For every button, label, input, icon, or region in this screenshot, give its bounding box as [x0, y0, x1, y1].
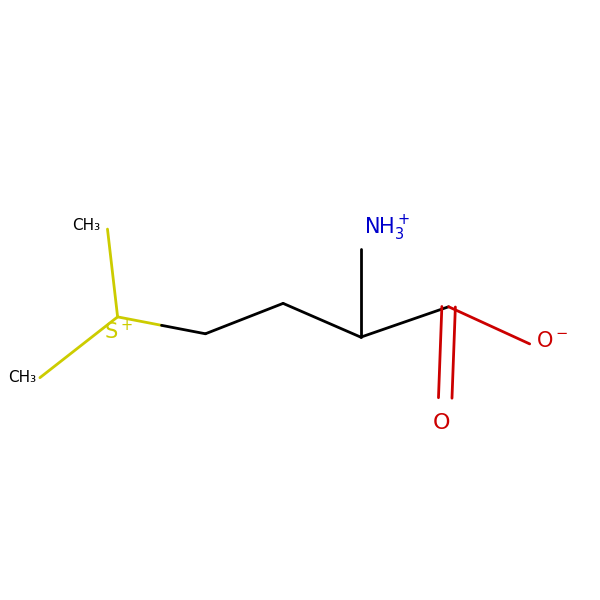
Text: CH₃: CH₃ — [8, 370, 37, 385]
Text: O: O — [433, 413, 451, 433]
Text: CH₃: CH₃ — [73, 218, 101, 233]
Text: O$^-$: O$^-$ — [536, 331, 569, 350]
Text: S$^+$: S$^+$ — [104, 320, 133, 344]
Text: NH$_3^+$: NH$_3^+$ — [364, 213, 410, 242]
